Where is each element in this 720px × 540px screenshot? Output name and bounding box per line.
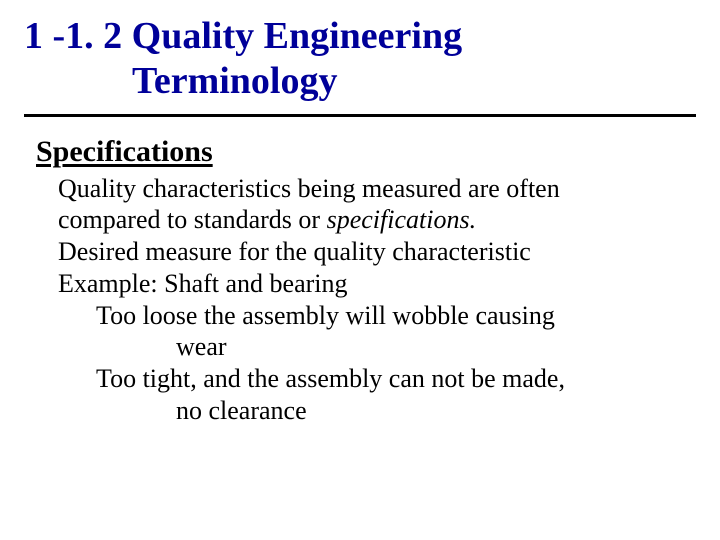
subpoint-2-line2: no clearance	[36, 395, 680, 427]
paragraph-3: Example: Shaft and bearing	[36, 268, 680, 300]
para1-line2-italic: specifications.	[327, 205, 476, 234]
body-content: Specifications Quality characteristics b…	[0, 117, 720, 427]
subpoint-1-line2: wear	[36, 331, 680, 363]
slide-title: 1 -1. 2 Quality Engineering Terminology	[0, 0, 720, 104]
title-line-1: 1 -1. 2 Quality Engineering	[24, 14, 720, 59]
para1-line1: Quality characteristics being measured a…	[58, 174, 560, 203]
para1-line2-pre: compared to standards or	[58, 205, 327, 234]
subheading: Specifications	[36, 135, 680, 169]
paragraph-2: Desired measure for the quality characte…	[36, 236, 680, 268]
subpoint-2-line1: Too tight, and the assembly can not be m…	[36, 363, 680, 395]
subpoint-1-line1: Too loose the assembly will wobble causi…	[36, 300, 680, 332]
slide: 1 -1. 2 Quality Engineering Terminology …	[0, 0, 720, 540]
paragraph-1: Quality characteristics being measured a…	[36, 173, 680, 236]
title-line-2: Terminology	[24, 59, 720, 104]
